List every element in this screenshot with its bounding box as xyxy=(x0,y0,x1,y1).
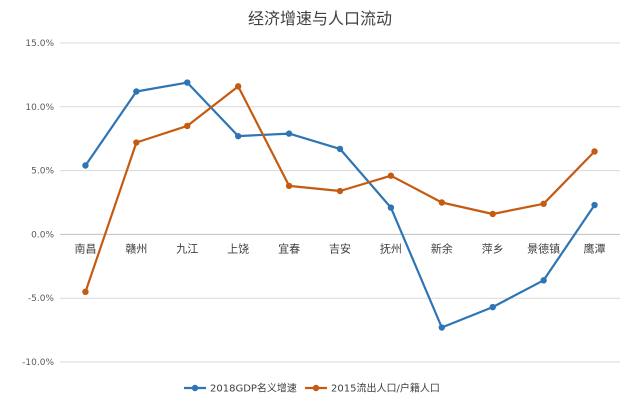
legend-item: 2015流出人口/户籍人口 xyxy=(305,382,440,395)
data-point xyxy=(184,79,191,86)
category-label: 新余 xyxy=(431,241,453,255)
data-point xyxy=(133,88,140,95)
legend-label: 2018GDP名义增速 xyxy=(210,382,297,395)
y-tick-label: 0.0% xyxy=(31,230,54,240)
data-point xyxy=(438,324,446,331)
y-tick-label: 5.0% xyxy=(31,167,54,177)
data-point xyxy=(82,162,89,169)
x-axis-categories: 南昌 赣州 九江 上饶 宜春 吉安 抚州 新余 萍乡 景德镇 鹰潭 xyxy=(74,241,605,255)
legend-swatch-marker xyxy=(312,384,320,392)
category-label: 萍乡 xyxy=(482,242,504,255)
data-point xyxy=(234,132,242,140)
category-label: 九江 xyxy=(176,242,198,255)
legend-item: 2018GDP名义增速 xyxy=(184,382,297,395)
category-label: 鹰潭 xyxy=(584,241,606,255)
y-tick-label: -10.0% xyxy=(22,358,54,368)
y-axis-ticks: 15.0% 10.0% 5.0% 0.0% -5.0% -10.0% xyxy=(22,39,54,368)
y-tick-label: 10.0% xyxy=(25,103,54,113)
y-tick-label: 15.0% xyxy=(25,39,54,49)
chart-title: 经济增速与人口流动 xyxy=(248,9,392,28)
category-label: 景德镇 xyxy=(527,241,560,255)
data-point xyxy=(591,201,598,209)
data-point xyxy=(234,83,242,90)
category-label: 南昌 xyxy=(74,242,96,255)
data-point xyxy=(489,210,496,218)
y-tick-label: -5.0% xyxy=(28,294,55,304)
legend: 2018GDP名义增速 2015流出人口/户籍人口 xyxy=(184,382,440,395)
data-point xyxy=(285,182,293,190)
series-1 xyxy=(82,79,598,331)
legend-swatch-marker xyxy=(191,384,199,392)
series-2 xyxy=(82,83,598,296)
category-label: 抚州 xyxy=(380,241,402,255)
data-point xyxy=(285,130,293,137)
category-label: 宜春 xyxy=(278,241,300,255)
data-point xyxy=(184,122,191,130)
category-label: 上饶 xyxy=(227,242,249,255)
data-point xyxy=(438,199,446,206)
data-point xyxy=(82,288,89,296)
data-point xyxy=(336,187,344,195)
data-point xyxy=(336,145,344,153)
data-point xyxy=(387,172,395,179)
series-lines xyxy=(82,79,598,331)
data-point xyxy=(540,200,547,207)
series-line xyxy=(84,81,596,329)
data-point xyxy=(591,148,598,155)
category-label: 赣州 xyxy=(125,241,147,255)
data-point xyxy=(540,277,547,284)
legend-label: 2015流出人口/户籍人口 xyxy=(331,382,440,395)
category-label: 吉安 xyxy=(329,241,351,255)
data-point xyxy=(133,139,140,146)
gridlines xyxy=(60,42,620,363)
data-point xyxy=(489,303,496,311)
data-point xyxy=(387,204,395,211)
